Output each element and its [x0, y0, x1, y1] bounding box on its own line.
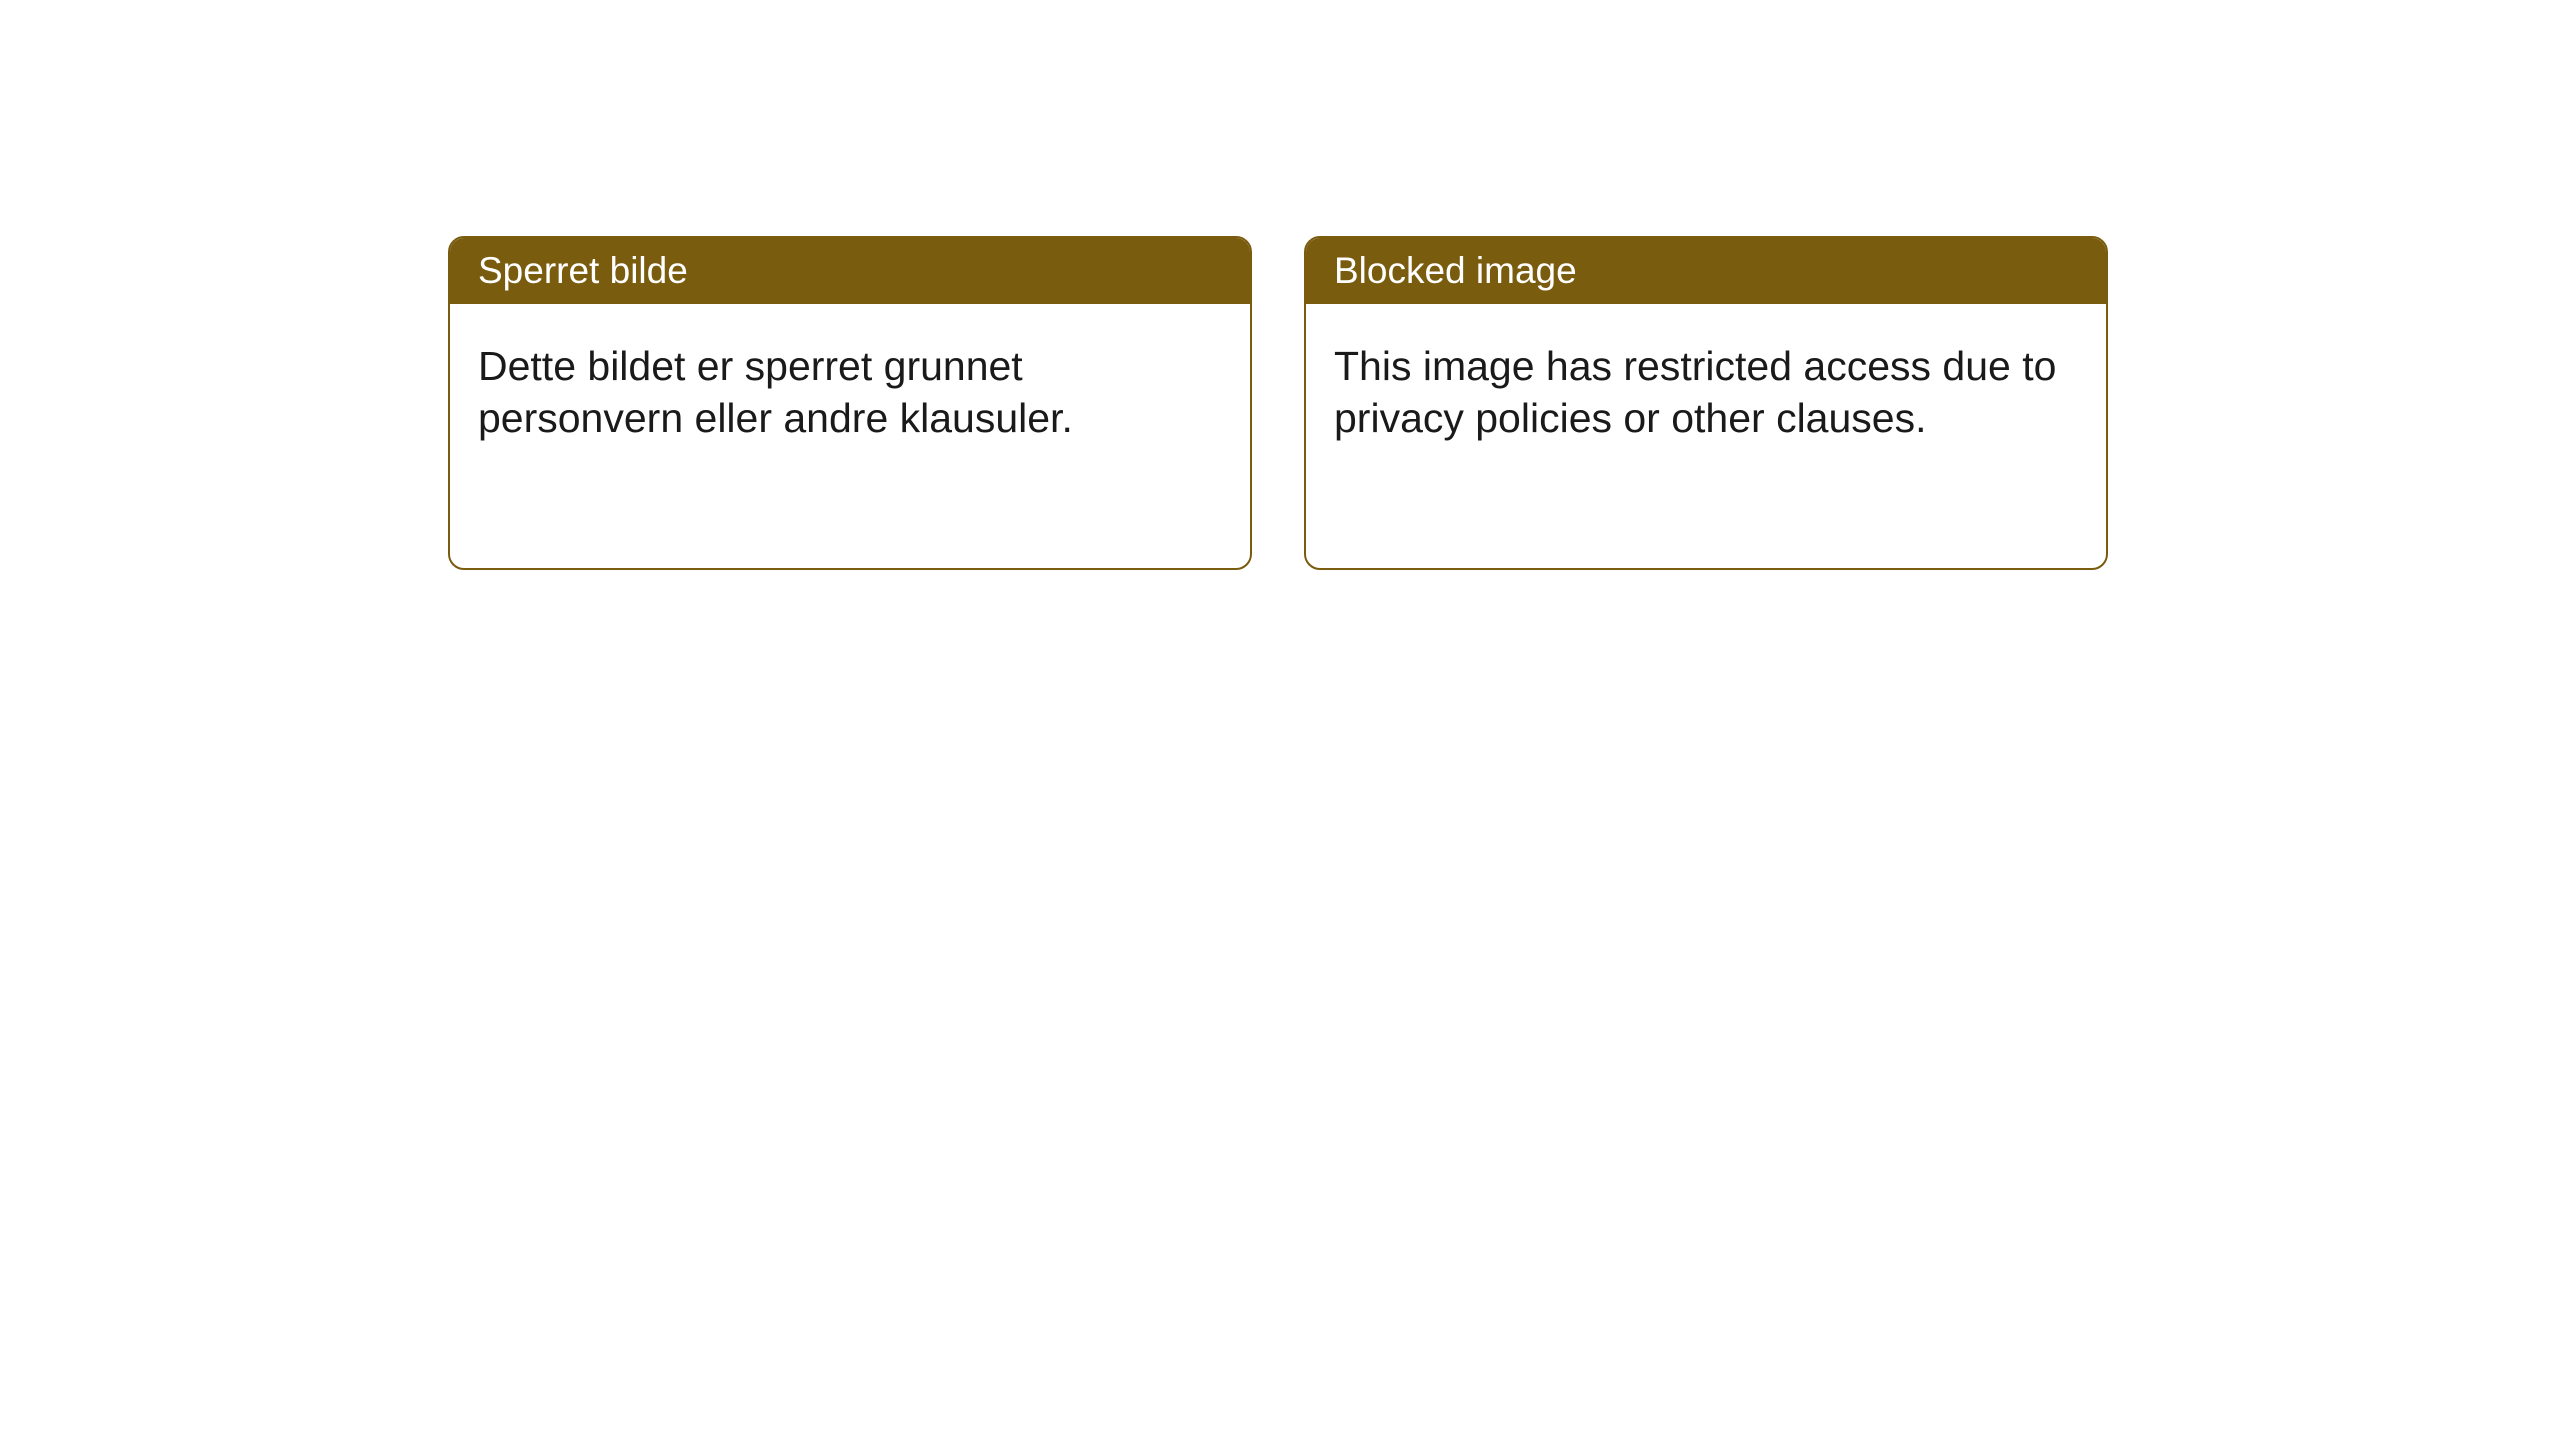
blocked-image-card-english: Blocked image This image has restricted …	[1304, 236, 2108, 570]
card-header-norwegian: Sperret bilde	[450, 238, 1250, 304]
card-title-norwegian: Sperret bilde	[478, 250, 688, 291]
card-title-english: Blocked image	[1334, 250, 1577, 291]
blocked-image-card-norwegian: Sperret bilde Dette bildet er sperret gr…	[448, 236, 1252, 570]
card-body-norwegian: Dette bildet er sperret grunnet personve…	[450, 304, 1250, 481]
card-header-english: Blocked image	[1306, 238, 2106, 304]
card-body-english: This image has restricted access due to …	[1306, 304, 2106, 481]
card-message-norwegian: Dette bildet er sperret grunnet personve…	[478, 343, 1073, 441]
card-message-english: This image has restricted access due to …	[1334, 343, 2056, 441]
cards-container: Sperret bilde Dette bildet er sperret gr…	[0, 0, 2560, 570]
